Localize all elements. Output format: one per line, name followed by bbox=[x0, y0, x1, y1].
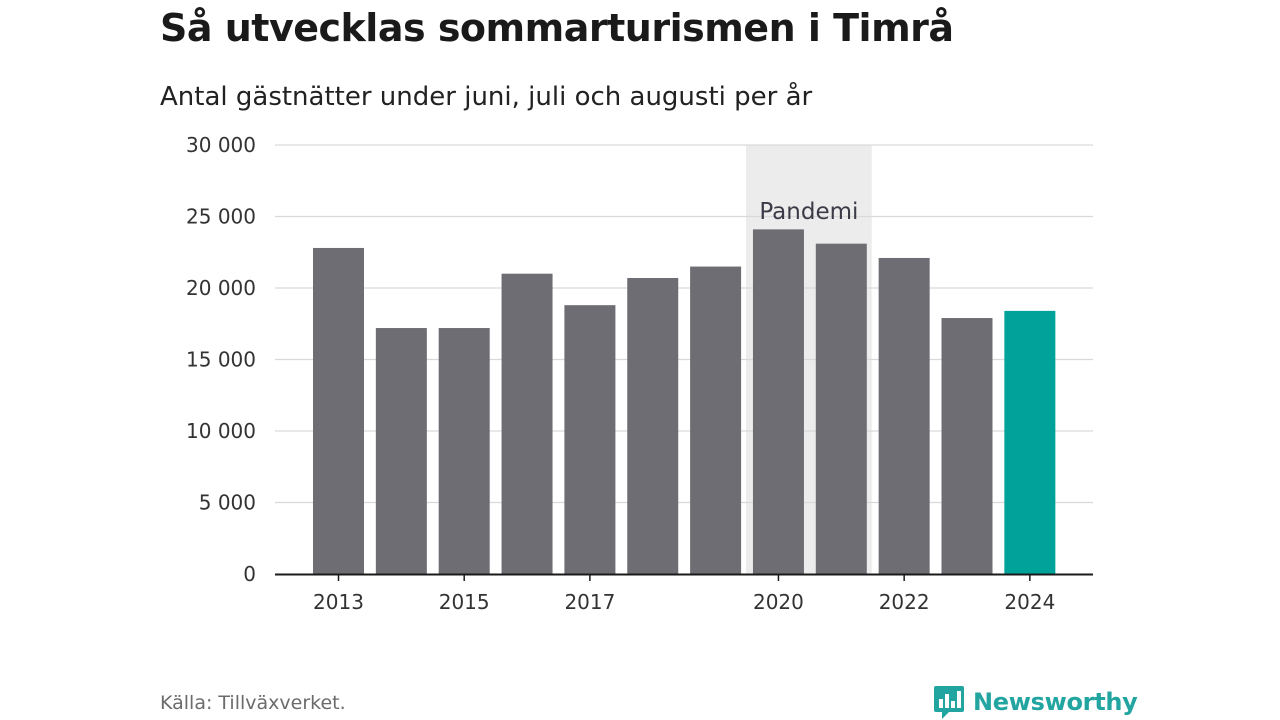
bar-chart: 0 5 000 10 000 15 000 20 000 25 000 30 000 Pand… bbox=[186, 133, 1093, 614]
bar bbox=[752, 229, 804, 574]
y-tick-label: 15 000 bbox=[186, 348, 256, 372]
bar bbox=[941, 318, 993, 574]
x-tick-label: 2020 bbox=[753, 590, 804, 614]
bar bbox=[627, 277, 679, 574]
bar bbox=[564, 305, 616, 574]
bar bbox=[878, 257, 930, 574]
x-tick-label: 2013 bbox=[313, 590, 364, 614]
y-tick-label: 5 000 bbox=[199, 491, 256, 515]
brand-name: Newsworthy bbox=[973, 688, 1138, 716]
y-tick-label: 30 000 bbox=[186, 133, 256, 157]
bar bbox=[375, 328, 427, 574]
bar bbox=[313, 247, 364, 574]
y-tick-label: 20 000 bbox=[186, 276, 256, 300]
bar bbox=[815, 243, 867, 575]
newsworthy-logo-icon bbox=[934, 686, 964, 719]
pandemic-annotation-label: Pandemi bbox=[759, 199, 858, 225]
chart-subtitle: Antal gästnätter under juni, juli och au… bbox=[160, 82, 813, 112]
bar bbox=[438, 328, 490, 574]
bar bbox=[501, 273, 553, 574]
chart-title: Så utvecklas sommarturismen i Timrå bbox=[160, 6, 954, 50]
x-tick-label: 2017 bbox=[564, 590, 615, 614]
brand: Newsworthy bbox=[933, 684, 1138, 720]
y-tick-label: 10 000 bbox=[186, 419, 256, 443]
y-tick-label: 0 bbox=[243, 562, 256, 586]
x-tick-label: 2022 bbox=[879, 590, 930, 614]
x-tick-label: 2024 bbox=[1004, 590, 1055, 614]
source-note: Källa: Tillväxverket. bbox=[160, 692, 346, 714]
bar bbox=[690, 266, 742, 574]
bar bbox=[1004, 310, 1056, 574]
x-tick-label: 2015 bbox=[439, 590, 490, 614]
y-tick-label: 25 000 bbox=[186, 205, 256, 229]
